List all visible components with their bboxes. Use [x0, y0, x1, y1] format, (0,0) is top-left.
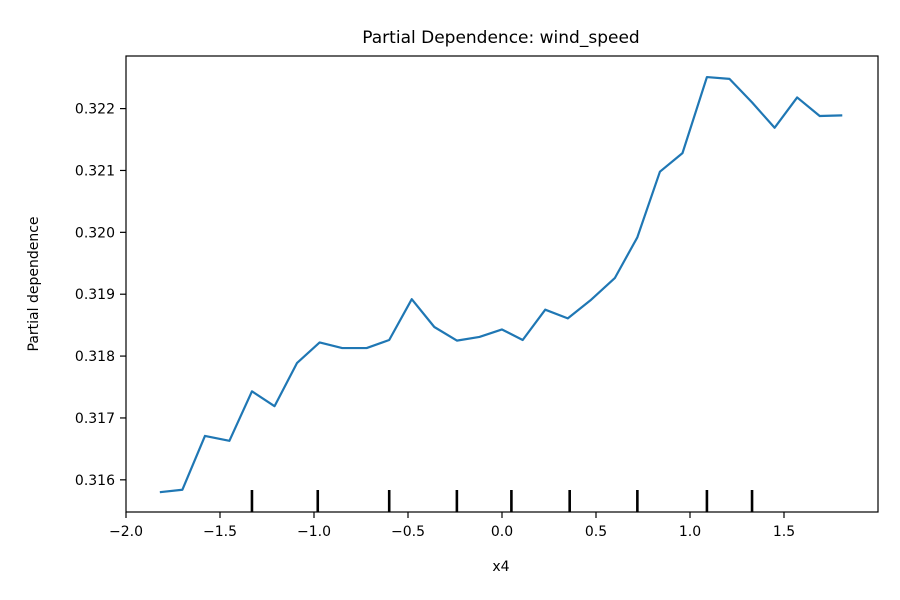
x-tick-label: 1.0 [679, 524, 701, 540]
x-axis-label: x4 [492, 559, 509, 575]
y-tick-label: 0.322 [75, 102, 115, 118]
y-axis-label: Partial dependence [26, 216, 42, 351]
x-tick-label: −0.5 [391, 524, 425, 540]
chart-title: Partial Dependence: wind_speed [362, 28, 639, 48]
x-tick-label: 1.5 [773, 524, 795, 540]
y-tick-label: 0.320 [75, 225, 115, 241]
x-tick-label: 0.0 [491, 524, 513, 540]
y-axis: 0.316 0.317 0.318 0.319 0.320 0.321 0.322 [75, 102, 126, 489]
y-tick-label: 0.318 [75, 349, 115, 365]
x-tick-label: 0.5 [585, 524, 607, 540]
x-axis: −2.0 −1.5 −1.0 −0.5 0.0 0.5 1.0 1.5 [109, 512, 795, 540]
x-tick-label: −1.0 [297, 524, 331, 540]
x-tick-label: −2.0 [109, 524, 143, 540]
plot-area [159, 75, 843, 512]
y-tick-label: 0.316 [75, 473, 115, 489]
y-tick-label: 0.321 [75, 163, 115, 179]
y-tick-label: 0.319 [75, 287, 115, 303]
plot-frame [125, 55, 879, 513]
y-tick-label: 0.317 [75, 411, 115, 427]
x-tick-label: −1.5 [203, 524, 237, 540]
series-line [159, 75, 843, 494]
